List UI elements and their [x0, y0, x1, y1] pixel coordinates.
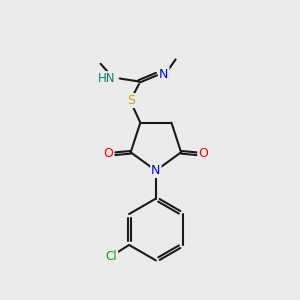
Text: O: O [104, 147, 113, 160]
Text: S: S [128, 94, 136, 107]
Text: N: N [151, 164, 160, 177]
Text: O: O [198, 147, 208, 160]
Text: HN: HN [98, 72, 115, 85]
Text: N: N [159, 68, 169, 81]
Text: Cl: Cl [106, 250, 117, 263]
